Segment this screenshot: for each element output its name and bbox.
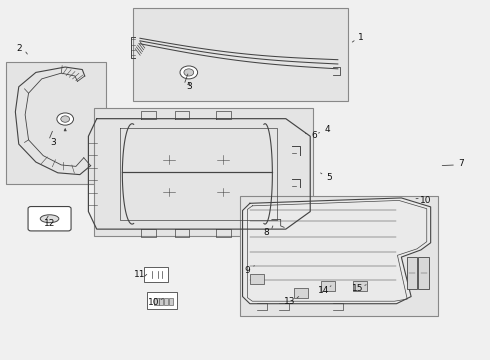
Text: 12: 12 [44, 219, 55, 228]
Text: 7: 7 [458, 159, 464, 168]
FancyBboxPatch shape [5, 62, 106, 184]
Text: 4: 4 [324, 125, 330, 134]
Text: 5: 5 [326, 173, 332, 182]
FancyBboxPatch shape [28, 207, 71, 231]
Text: 8: 8 [263, 228, 269, 237]
Text: 3: 3 [186, 82, 192, 91]
FancyBboxPatch shape [133, 8, 347, 101]
Ellipse shape [40, 215, 59, 223]
Text: 9: 9 [245, 266, 250, 275]
Text: 11: 11 [134, 270, 146, 279]
FancyBboxPatch shape [418, 257, 429, 289]
Text: 10: 10 [148, 298, 159, 307]
Text: 3: 3 [50, 138, 56, 147]
FancyBboxPatch shape [321, 281, 335, 291]
FancyBboxPatch shape [407, 257, 417, 289]
FancyBboxPatch shape [353, 281, 367, 291]
Text: 10: 10 [420, 195, 432, 204]
Circle shape [57, 113, 74, 125]
Text: 14: 14 [318, 285, 329, 294]
Circle shape [184, 69, 194, 76]
Bar [164, 298, 168, 305]
Text: 2: 2 [17, 44, 22, 53]
Bar [169, 298, 173, 305]
FancyBboxPatch shape [240, 196, 438, 316]
Bar [159, 298, 163, 305]
Circle shape [180, 66, 197, 79]
Circle shape [61, 116, 70, 122]
Polygon shape [243, 198, 431, 304]
FancyBboxPatch shape [250, 274, 264, 284]
Text: 1: 1 [358, 33, 364, 42]
Text: 15: 15 [352, 284, 363, 293]
Bar [154, 298, 159, 305]
FancyBboxPatch shape [94, 108, 314, 235]
Text: 6: 6 [312, 131, 317, 140]
FancyBboxPatch shape [294, 288, 308, 298]
Text: 13: 13 [284, 297, 295, 306]
FancyBboxPatch shape [147, 292, 176, 309]
FancyBboxPatch shape [144, 267, 168, 282]
